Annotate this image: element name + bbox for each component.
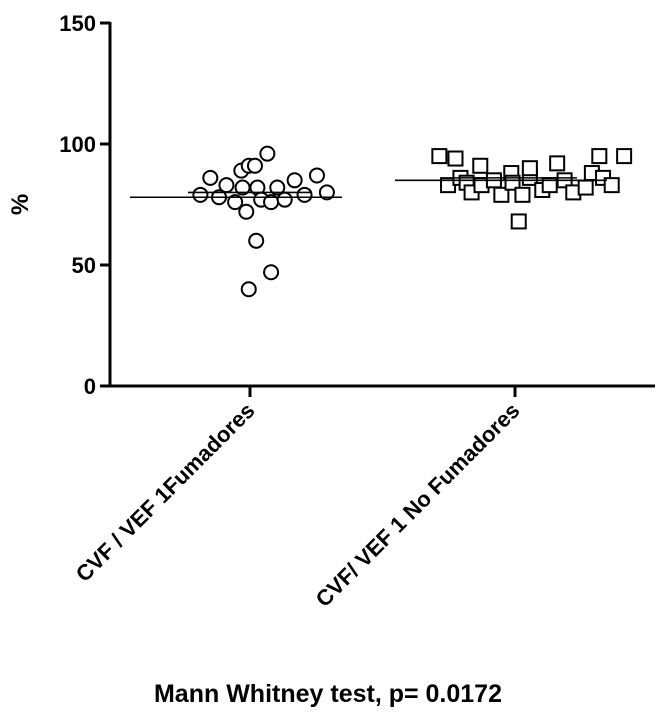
data-point-circle (276, 191, 293, 208)
data-point-square (514, 186, 531, 203)
data-point-circle (259, 145, 276, 162)
x-category-label: CVF/ VEF 1 No Fumadores (311, 398, 525, 612)
data-point-square (472, 157, 489, 174)
data-point-circle (246, 157, 263, 174)
data-point-circle (218, 177, 235, 194)
data-point-square (510, 213, 527, 230)
data-point-circle (269, 179, 286, 196)
data-point-square (616, 148, 633, 165)
data-point-circle (238, 203, 255, 220)
data-point-circle (308, 167, 325, 184)
y-axis-title: % (7, 194, 34, 215)
data-point-square (493, 186, 510, 203)
data-point-square (521, 160, 538, 177)
x-ticks: CVF / VEF 1Fumadores CVF/ VEF 1 No Fumado… (71, 386, 525, 612)
data-points (192, 145, 633, 298)
data-point-circle (202, 169, 219, 186)
test-result-caption: Mann Whitney test, p= 0.0172 (154, 680, 502, 708)
data-point-square (577, 179, 594, 196)
axes (108, 22, 655, 388)
data-point-circle (263, 264, 280, 281)
data-point-circle (240, 281, 257, 298)
data-point-square (603, 177, 620, 194)
y-tick-label: 50 (72, 253, 96, 278)
data-point-square (591, 148, 608, 165)
data-point-square (431, 148, 448, 165)
x-category-label: CVF / VEF 1Fumadores (71, 398, 260, 587)
y-ticks: 0 50 100 150 (59, 11, 110, 399)
data-point-circle (248, 232, 265, 249)
data-point-circle (286, 172, 303, 189)
data-point-circle (192, 186, 209, 203)
y-tick-label: 150 (59, 11, 96, 36)
data-point-square (549, 155, 566, 172)
data-point-square (447, 150, 464, 167)
y-tick-label: 0 (84, 374, 96, 399)
data-point-circle (227, 194, 244, 211)
data-point-circle (296, 186, 313, 203)
summary-lines (130, 177, 607, 199)
data-point-square (504, 174, 521, 191)
y-tick-label: 100 (59, 132, 96, 157)
data-point-circle (318, 184, 335, 201)
